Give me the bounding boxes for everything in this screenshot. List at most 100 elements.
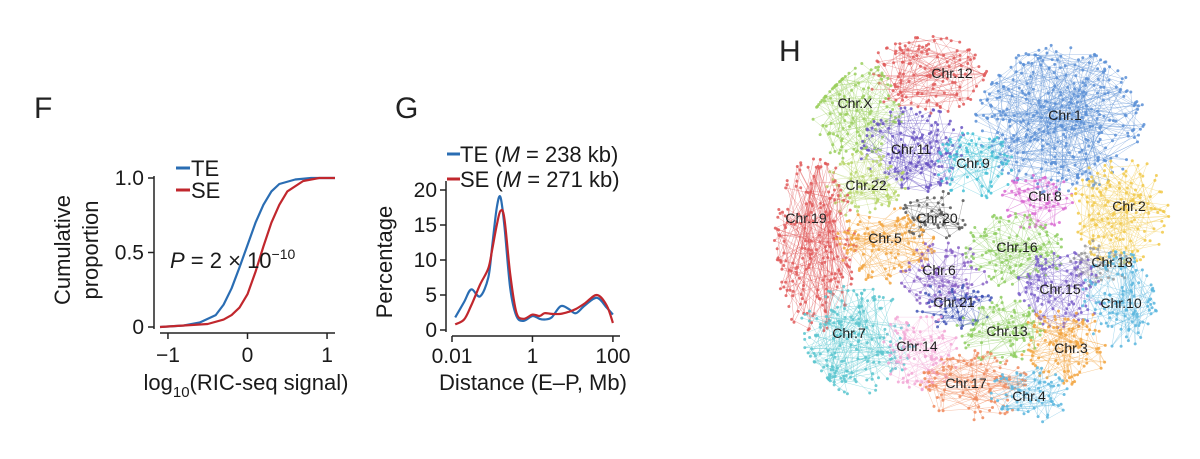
network-node <box>932 222 936 226</box>
network-node <box>797 212 801 216</box>
network-node <box>875 59 879 63</box>
network-node <box>1084 157 1088 161</box>
network-node <box>865 154 869 157</box>
network-node <box>1099 124 1103 128</box>
network-node <box>831 229 835 233</box>
network-node <box>1024 290 1028 294</box>
network-node <box>1015 181 1018 184</box>
network-node <box>949 372 952 376</box>
network-node <box>1098 126 1102 130</box>
network-node <box>880 181 884 185</box>
network-node <box>790 317 794 321</box>
network-node <box>1092 247 1095 251</box>
network-node <box>927 98 931 102</box>
network-node <box>1122 172 1126 176</box>
network-node <box>896 75 900 79</box>
network-node <box>784 280 788 284</box>
network-node <box>1026 122 1030 125</box>
network-node <box>970 139 974 142</box>
network-node <box>1087 240 1091 243</box>
network-node <box>1106 263 1110 267</box>
network-node <box>974 112 978 116</box>
network-node <box>930 275 934 279</box>
cluster-edges <box>1002 175 1073 228</box>
network-node <box>970 358 974 362</box>
network-node <box>951 315 955 318</box>
cluster-label-chr-16: Chr.16 <box>996 239 1037 255</box>
network-node <box>1134 268 1138 272</box>
network-node <box>901 72 905 76</box>
network-node <box>1131 270 1135 274</box>
network-node <box>932 196 936 200</box>
network-node <box>1152 301 1156 305</box>
network-node <box>934 361 938 365</box>
network-node <box>832 257 836 261</box>
network-node <box>876 350 879 354</box>
network-node <box>939 152 943 156</box>
network-node <box>785 220 789 224</box>
network-node <box>885 46 888 50</box>
network-node <box>843 230 847 234</box>
network-node <box>907 41 911 45</box>
network-node <box>838 344 842 348</box>
network-node <box>1110 234 1114 237</box>
network-node <box>1050 222 1054 226</box>
network-node <box>860 191 863 195</box>
network-node <box>1012 269 1016 273</box>
network-node <box>1081 341 1085 345</box>
network-node <box>997 73 1001 77</box>
network-node <box>927 301 931 305</box>
network-node <box>850 270 854 274</box>
network-node <box>784 186 788 190</box>
network-node <box>1038 178 1042 182</box>
network-node <box>847 231 851 235</box>
network-node <box>1099 312 1103 316</box>
network-node <box>1071 182 1074 186</box>
network-node <box>878 100 882 104</box>
network-node <box>872 120 876 123</box>
network-node <box>1052 109 1056 113</box>
network-node <box>998 366 1002 370</box>
network-node <box>804 267 808 271</box>
network-node <box>1064 141 1068 145</box>
network-node <box>1003 412 1007 416</box>
network-node <box>1024 172 1028 176</box>
network-node <box>1011 342 1015 346</box>
network-node <box>1136 107 1140 111</box>
network-node <box>937 285 941 288</box>
network-node <box>955 49 959 53</box>
network-node <box>1099 58 1103 62</box>
network-node <box>874 66 878 69</box>
network-node <box>844 380 848 383</box>
network-node <box>966 62 970 65</box>
network-node <box>1011 320 1015 324</box>
network-node <box>898 46 902 50</box>
network-node <box>940 165 944 168</box>
panel-f-series-te <box>159 176 335 329</box>
network-node <box>824 124 828 128</box>
legend-te-suffix: = 238 kb) <box>520 142 618 167</box>
cluster-edges <box>774 158 857 331</box>
network-node <box>828 90 832 94</box>
network-node <box>1032 205 1036 208</box>
network-node <box>1049 380 1053 384</box>
network-node <box>982 234 986 238</box>
cluster-label-chr-7: Chr.7 <box>832 325 866 341</box>
network-node <box>941 336 945 340</box>
network-node <box>982 74 986 78</box>
network-node <box>806 328 810 332</box>
network-node <box>1054 50 1058 54</box>
network-node <box>1076 95 1080 98</box>
network-node <box>1049 178 1053 182</box>
network-node <box>1026 272 1030 276</box>
network-node <box>1052 130 1056 134</box>
network-node <box>832 237 836 240</box>
network-nodes <box>773 35 1171 424</box>
network-node <box>1056 58 1059 62</box>
network-node <box>1070 375 1074 379</box>
network-node <box>1111 277 1115 281</box>
network-node <box>1135 312 1139 316</box>
network-node <box>1118 238 1122 242</box>
network-node <box>1073 163 1077 167</box>
network-node <box>950 365 954 369</box>
